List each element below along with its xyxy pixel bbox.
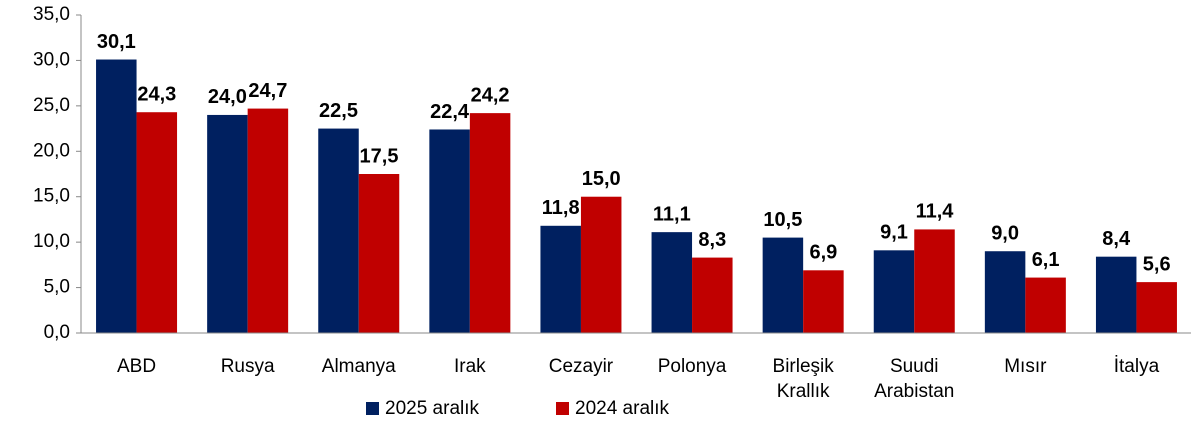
y-tick-label: 0,0	[44, 322, 70, 343]
legend-swatch	[556, 402, 569, 415]
bar	[1136, 282, 1177, 333]
bar	[136, 112, 178, 334]
bar	[692, 257, 733, 333]
value-label: 24,0	[208, 86, 247, 108]
value-label: 30,1	[97, 31, 136, 53]
x-tick-label: İtalya	[1113, 356, 1160, 377]
value-label: 9,1	[880, 222, 908, 244]
x-tick-label: Almanya	[321, 356, 396, 377]
value-label: 15,0	[582, 168, 621, 190]
bar	[914, 229, 955, 333]
x-tick-label: Cezayir	[548, 356, 614, 377]
value-label: 11,8	[542, 197, 580, 219]
value-label: 5,6	[1143, 253, 1171, 275]
x-tick-label: Irak	[454, 356, 486, 377]
bar	[247, 108, 289, 333]
bar	[540, 225, 581, 333]
bar	[1025, 277, 1066, 333]
bar	[469, 113, 511, 333]
bar	[651, 232, 693, 333]
x-tick-label: Mısır	[1004, 356, 1047, 377]
value-label: 11,4	[916, 201, 955, 223]
bar	[803, 270, 844, 333]
value-label: 8,4	[1102, 228, 1131, 250]
bar	[1095, 256, 1137, 333]
value-label: 17,5	[360, 145, 399, 167]
bar	[762, 237, 804, 333]
bar	[580, 196, 622, 333]
x-tick-label: ABD	[117, 356, 157, 377]
value-label: 6,1	[1032, 249, 1060, 271]
y-tick-label: 10,0	[33, 231, 70, 252]
y-tick-label: 30,0	[33, 49, 70, 70]
value-label: 22,4	[430, 101, 470, 123]
value-label: 11,1	[653, 203, 691, 225]
value-label: 10,5	[763, 209, 802, 231]
bar	[984, 251, 1026, 333]
value-label: 8,3	[698, 229, 726, 251]
y-tick-label: 15,0	[33, 186, 70, 207]
y-tick-label: 5,0	[44, 277, 70, 298]
bar	[873, 250, 915, 333]
x-tick-label: Rusya	[220, 356, 275, 377]
value-label: 24,7	[248, 80, 287, 102]
y-tick-label: 35,0	[33, 4, 70, 25]
value-label: 24,3	[137, 83, 176, 105]
y-tick-label: 25,0	[33, 95, 70, 116]
value-label: 24,2	[471, 84, 510, 106]
x-tick-label: Polonya	[657, 356, 727, 377]
bar	[207, 114, 248, 333]
bar	[358, 174, 400, 333]
bar	[96, 59, 137, 334]
y-tick-label: 20,0	[33, 140, 70, 161]
x-tick-label: Birleşik Krallık	[772, 356, 834, 402]
legend-label: 2024 aralık	[575, 398, 670, 419]
value-label: 22,5	[319, 100, 358, 122]
bar	[429, 129, 470, 333]
bar	[318, 128, 359, 333]
legend-swatch	[366, 402, 379, 415]
x-tick-label: Suudi Arabistan	[874, 356, 955, 402]
value-label: 6,9	[809, 242, 837, 264]
value-label: 9,0	[991, 223, 1019, 245]
legend-label: 2025 aralık	[385, 398, 480, 419]
